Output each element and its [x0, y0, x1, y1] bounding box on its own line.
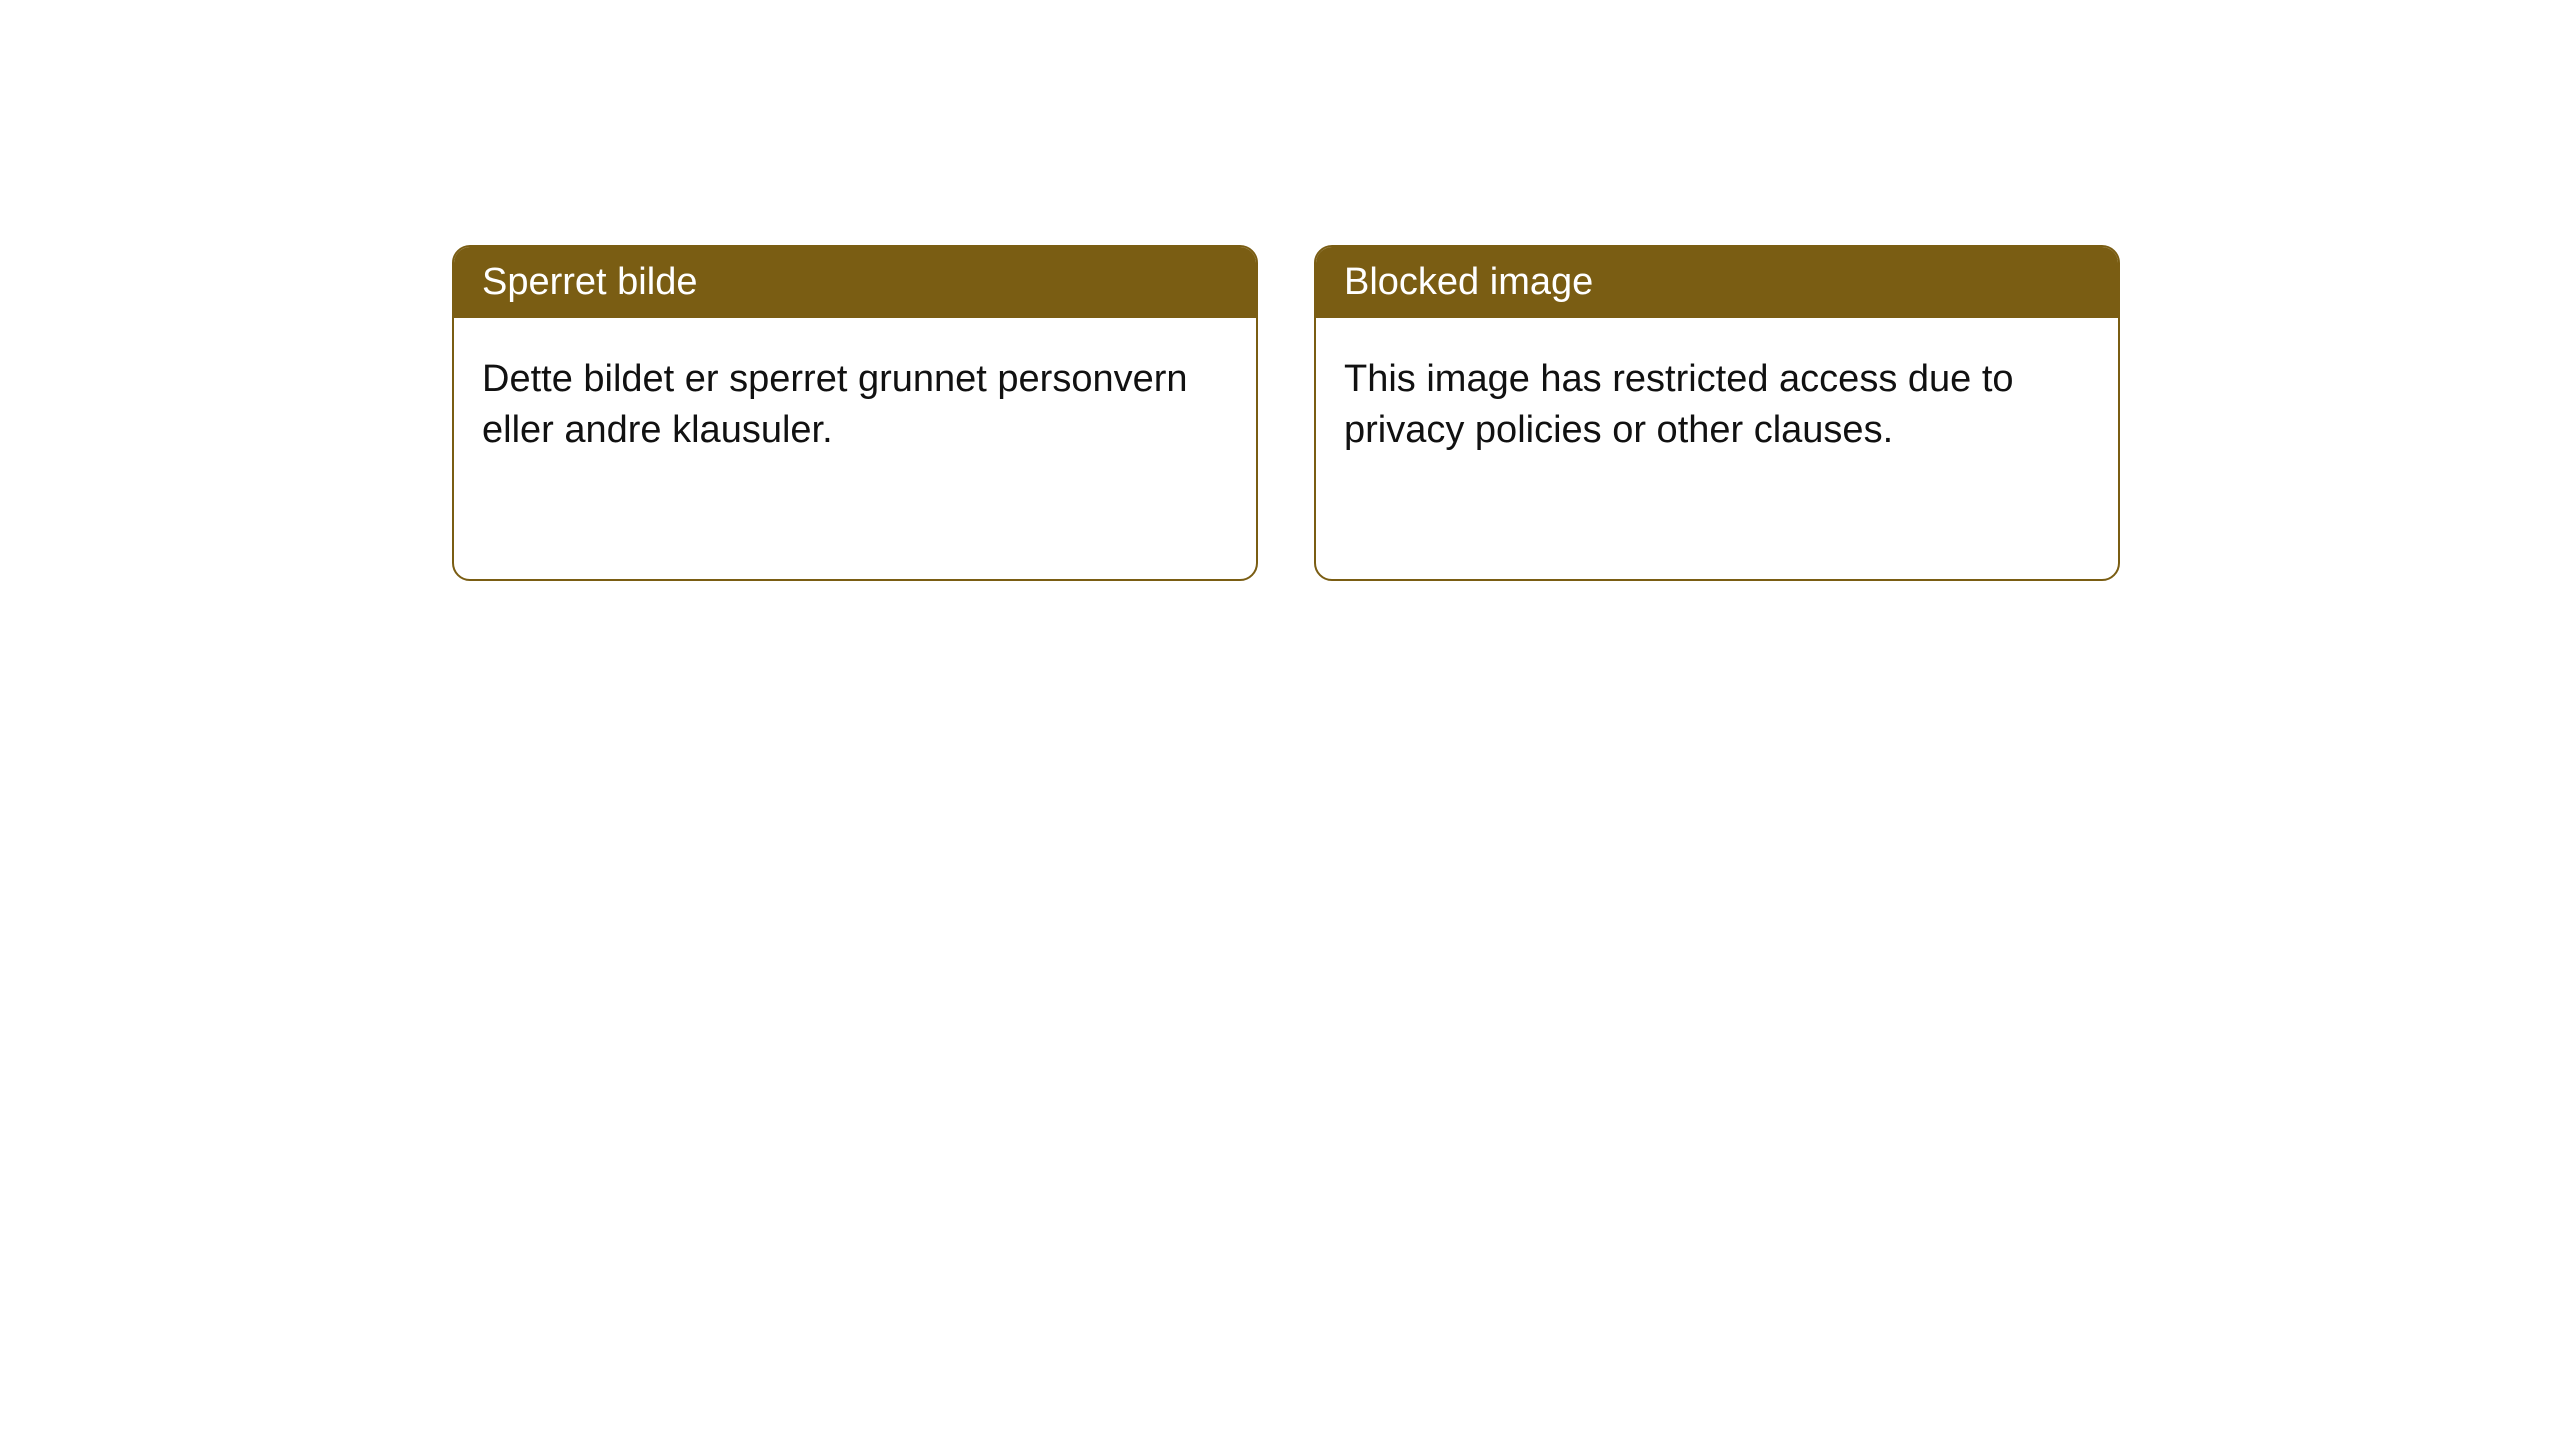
notice-card-english: Blocked image This image has restricted … — [1314, 245, 2120, 581]
notice-card-norwegian: Sperret bilde Dette bildet er sperret gr… — [452, 245, 1258, 581]
notice-body: Dette bildet er sperret grunnet personve… — [454, 318, 1256, 493]
notice-header: Blocked image — [1316, 247, 2118, 318]
notice-header: Sperret bilde — [454, 247, 1256, 318]
notice-body: This image has restricted access due to … — [1316, 318, 2118, 493]
notice-container: Sperret bilde Dette bildet er sperret gr… — [0, 0, 2560, 581]
